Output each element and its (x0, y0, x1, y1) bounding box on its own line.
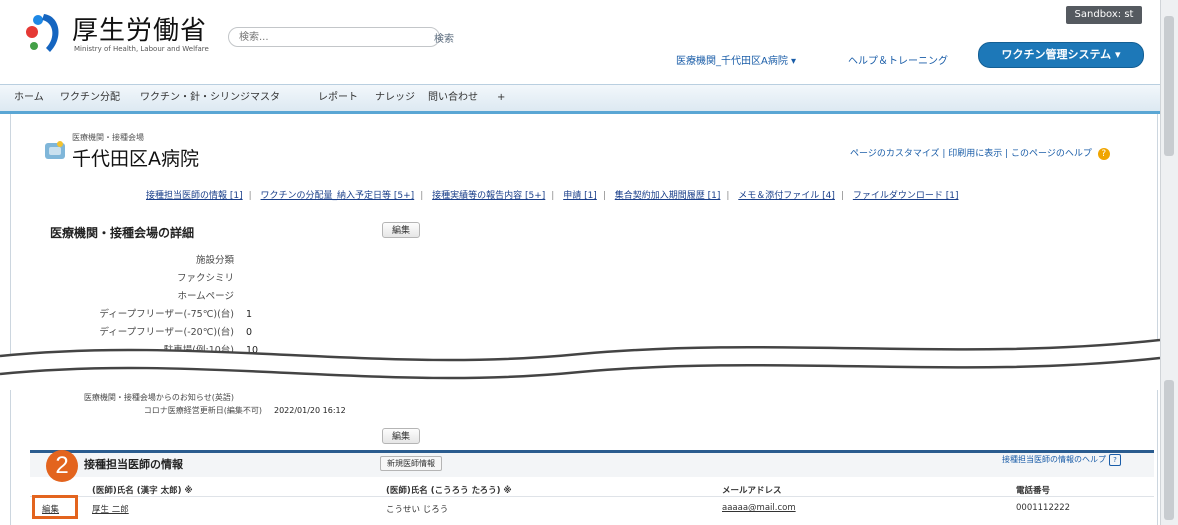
page-title: 千代田区A病院 (72, 148, 199, 170)
doctor-email-link[interactable]: aaaaa@mail.com (722, 503, 796, 513)
tab-vaccine-distribution[interactable]: ワクチン分配 (60, 92, 120, 103)
help-icon[interactable]: ? (1097, 147, 1110, 160)
field-label: コロナ医療経営更新日(編集不可) (143, 406, 262, 415)
scrollbar-thumb-lower[interactable] (1164, 380, 1174, 520)
tab-inquiry[interactable]: 問い合わせ (428, 92, 478, 103)
field-value: 0 (246, 327, 253, 338)
tab-reports[interactable]: レポート (318, 92, 358, 103)
detail-section-title: 医療機関・接種会場の詳細 (50, 226, 195, 240)
app-switcher-button[interactable]: ワクチン管理システム ▾ (978, 42, 1144, 68)
related-link-applications[interactable]: 申請 [1] (563, 191, 597, 201)
related-link-reports[interactable]: 接種実績等の報告内容 [5+] (432, 191, 546, 201)
header: 厚生労働省 Ministry of Health, Labour and Wel… (0, 0, 1160, 80)
help-training-link[interactable]: ヘルプ＆トレーニング (848, 56, 948, 67)
search-input[interactable] (228, 27, 440, 47)
row-edit-link[interactable]: 編集 (42, 505, 60, 515)
field-notice-english: 医療機関・接種会場からのお知らせ(英語) (40, 392, 246, 403)
field-deep-freezer-20: ディープフリーザー(-20℃)(台) 0 (40, 324, 252, 338)
doctor-section-help[interactable]: 接種担当医師の情報のヘルプ? (1002, 454, 1121, 466)
doctor-name-link[interactable]: 厚生 二郎 (92, 505, 129, 515)
field-label: ホームページ (177, 291, 234, 302)
field-fax: ファクシミリ (40, 270, 246, 284)
doctor-phone: 0001112222 (1016, 503, 1071, 513)
user-menu[interactable]: 医療機関_千代田区A病院 ▾ (676, 56, 797, 67)
facility-icon (45, 141, 65, 159)
column-header-phone: 電話番号 (1016, 486, 1051, 496)
related-list-links: 接種担当医師の情報 [1] | ワクチンの分配量_納入予定日等 [5+] | 接種実… (146, 191, 959, 201)
field-last-updated: コロナ医療経営更新日(編集不可) 2022/01/20 16:12 (40, 405, 346, 416)
logo-subtitle: Ministry of Health, Labour and Welfare (74, 45, 209, 53)
table-divider (30, 496, 1154, 497)
field-value: 1 (246, 309, 253, 320)
tab-home[interactable]: ホーム (14, 92, 44, 103)
logo-title: 厚生労働省 (72, 16, 208, 46)
tab-bar: ホーム ワクチン分配 ワクチン・針・シリンジマスタ レポート ナレッジ 問い合わ… (0, 84, 1160, 114)
field-label: ファクシミリ (176, 273, 234, 284)
sandbox-badge: Sandbox: st (1066, 6, 1142, 24)
related-link-contract-history[interactable]: 集合契約加入期間履歴 [1] (614, 191, 721, 201)
field-deep-freezer-75: ディープフリーザー(-75℃)(台) 1 (40, 306, 252, 320)
related-link-notes[interactable]: メモ＆添付ファイル [4] (738, 191, 835, 201)
column-header-name-kana: (医師)氏名 (こうろう たろう) ※ (386, 486, 512, 496)
column-header-name-kanji: (医師)氏名 (漢字 太郎) ※ (92, 486, 193, 496)
field-label: ディープフリーザー(-20℃)(台) (99, 327, 234, 338)
step-number-badge: 2 (46, 450, 78, 482)
related-link-doctors[interactable]: 接種担当医師の情報 [1] (146, 191, 243, 201)
field-facility-type: 施設分類 (40, 252, 246, 266)
doctor-name-kana: こうせい じろう (386, 505, 449, 515)
help-icon[interactable]: ? (1109, 454, 1121, 466)
related-link-downloads[interactable]: ファイルダウンロード [1] (852, 191, 959, 201)
field-value: 2022/01/20 16:12 (274, 406, 346, 415)
tab-add[interactable]: + (497, 92, 506, 103)
page-tools-text[interactable]: ページのカスタマイズ | 印刷用に表示 | このページのヘルプ (850, 149, 1092, 159)
field-homepage: ホームページ (40, 288, 246, 302)
tab-knowledge[interactable]: ナレッジ (375, 92, 415, 103)
field-label: 医療機関・接種会場からのお知らせ(英語) (83, 393, 234, 402)
mhlw-logo-icon (26, 14, 59, 52)
related-link-distribution[interactable]: ワクチンの分配量_納入予定日等 [5+] (260, 191, 415, 201)
edit-button[interactable]: 編集 (382, 222, 421, 238)
edit-button-bottom[interactable]: 編集 (382, 428, 421, 444)
field-label: 施設分類 (195, 255, 234, 266)
tab-vaccine-master[interactable]: ワクチン・針・シリンジマスタ (140, 92, 280, 103)
column-header-email: メールアドレス (722, 486, 782, 496)
search-button[interactable]: 検索 (422, 27, 466, 47)
vertical-scrollbar[interactable] (1160, 0, 1178, 525)
field-label: ディープフリーザー(-75℃)(台) (99, 309, 234, 320)
page-subtitle: 医療機関・接種会場 (72, 133, 144, 142)
doctor-section-title: 接種担当医師の情報 (84, 458, 183, 471)
page-break-wave (0, 338, 1160, 390)
doctor-section-header (30, 450, 1154, 477)
field-value: 10 (246, 345, 259, 356)
new-doctor-button[interactable]: 新規医師情報 (380, 456, 442, 471)
doctor-section-help-text[interactable]: 接種担当医師の情報のヘルプ (1002, 455, 1106, 464)
scrollbar-thumb[interactable] (1164, 16, 1174, 156)
edit-link-highlight (32, 495, 78, 519)
page-tools-links[interactable]: ページのカスタマイズ | 印刷用に表示 | このページのヘルプ ? (850, 146, 1110, 160)
